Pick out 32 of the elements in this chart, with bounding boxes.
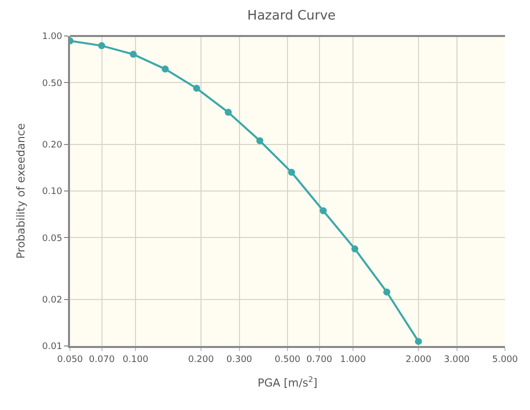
y-tick-label: 0.50 — [42, 78, 62, 89]
point — [224, 108, 232, 116]
x-tick-label: 0.070 — [88, 354, 115, 365]
y-tick-label: 1.00 — [42, 32, 62, 42]
point — [414, 338, 422, 345]
x-tick-label: 0.200 — [188, 354, 214, 365]
point — [162, 66, 169, 73]
y-tick-label: 0.05 — [42, 234, 62, 244]
x-tick-label: 0.300 — [226, 354, 252, 365]
x-tick-label: 0.700 — [306, 354, 332, 365]
point — [130, 50, 137, 58]
x-tick-label: 2.000 — [406, 354, 432, 365]
x-tick-label: 5.000 — [492, 354, 518, 365]
x-tick-label: 0.050 — [57, 354, 84, 365]
point — [351, 245, 358, 252]
point — [193, 84, 200, 92]
y-axis-title: Probability of exeedance — [14, 123, 28, 259]
y-tick-label: 0.01 — [42, 342, 62, 352]
x-tick-label: 0.100 — [122, 354, 149, 365]
y-tick-label: 0.02 — [42, 295, 62, 306]
point — [288, 168, 296, 176]
x-axis-title: PGA [m/s$^{2}$] — [258, 374, 318, 390]
x-tick-label: 1.000 — [340, 354, 366, 365]
y-tick-label: 0.10 — [42, 187, 62, 198]
point — [98, 42, 106, 50]
chart-title: Hazard Curve — [247, 8, 336, 24]
point — [383, 288, 390, 296]
point — [256, 137, 264, 144]
x-tick-label: 3.000 — [444, 354, 470, 365]
x-tick-label: 0.500 — [274, 354, 301, 365]
y-tick-label: 0.20 — [42, 140, 62, 150]
point — [320, 207, 327, 214]
